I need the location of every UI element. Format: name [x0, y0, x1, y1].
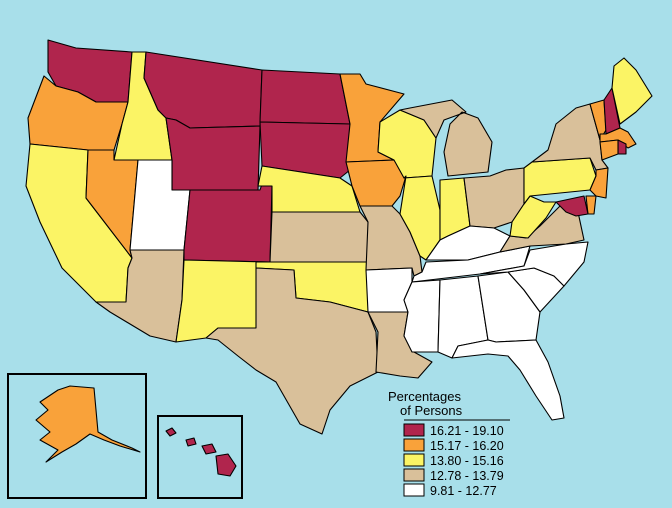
state-south-dakota	[259, 121, 351, 179]
legend: Percentages of Persons 16.21 - 19.10 15.…	[388, 389, 510, 498]
legend-label-2: 15.17 - 16.20	[430, 439, 504, 453]
legend-title-line1: Percentages	[388, 389, 461, 404]
legend-title-line2: of Persons	[400, 403, 463, 418]
state-alaska	[35, 385, 141, 463]
state-hawaii-big-island	[215, 453, 237, 477]
legend-swatch-2	[403, 438, 425, 452]
state-colorado	[183, 183, 273, 263]
state-mississippi	[403, 279, 441, 353]
state-hawaii	[165, 427, 177, 437]
state-north-dakota	[259, 69, 351, 125]
legend-swatch-3	[403, 453, 425, 467]
state-kansas	[269, 211, 371, 263]
state-delaware	[585, 195, 597, 215]
state-illinois	[399, 175, 441, 261]
state-hawaii-maui	[201, 443, 217, 455]
state-wyoming	[165, 117, 261, 191]
state-florida	[451, 339, 565, 421]
legend-label-1: 16.21 - 19.10	[430, 424, 504, 438]
legend-label-3: 13.80 - 15.16	[430, 454, 504, 468]
legend-swatch-5	[403, 483, 425, 497]
legend-label-5: 9.81 - 12.77	[430, 484, 497, 498]
alaska-inset-frame	[7, 373, 147, 499]
state-michigan	[399, 99, 493, 177]
state-connecticut	[599, 139, 619, 161]
hawaii-inset-frame	[157, 415, 243, 499]
state-north-carolina	[479, 241, 589, 287]
legend-label-4: 12.78 - 13.79	[430, 469, 504, 483]
legend-swatch-4	[403, 468, 425, 482]
state-maine	[611, 57, 653, 125]
legend-swatch-1	[403, 423, 425, 437]
state-hawaii-oahu	[185, 437, 197, 447]
state-maryland	[555, 195, 589, 217]
state-texas	[205, 267, 379, 435]
